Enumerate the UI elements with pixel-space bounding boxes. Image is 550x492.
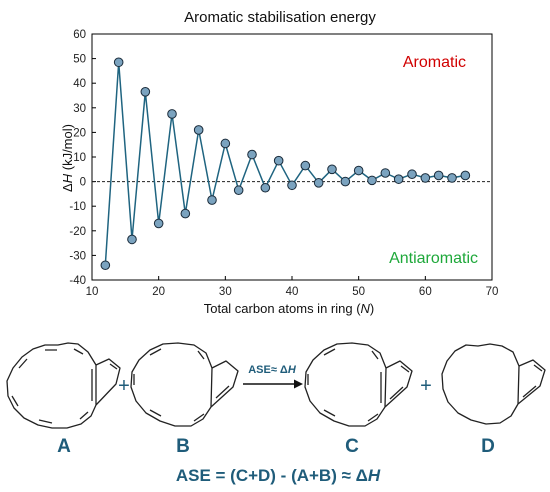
antiaromatic-annotation: Antiaromatic [389, 250, 478, 267]
series-line [104, 61, 466, 266]
molecule-c [304, 342, 413, 427]
y-tick-label: -40 [69, 275, 86, 287]
y-tick-label: -20 [69, 226, 86, 238]
data-point [220, 138, 231, 149]
y-tick-label: -10 [69, 201, 86, 213]
molecule-b [130, 342, 239, 427]
data-point [113, 57, 124, 68]
data-point [207, 195, 217, 205]
data-point [287, 180, 297, 191]
x-tick-label: 50 [352, 286, 365, 298]
data-point [460, 170, 471, 181]
label-d: D [481, 436, 495, 457]
data-point [393, 174, 404, 184]
plus-sign-right: + [420, 375, 432, 397]
x-tick-label: 40 [286, 286, 299, 298]
x-axis-label: Total carbon atoms in ring (N) [204, 301, 375, 316]
y-tick-label: -30 [69, 250, 86, 262]
label-c: C [345, 436, 359, 457]
y-tick-label: 40 [73, 78, 86, 90]
ase-equation: ASE = (C+D) - (A+B) ≈ ΔH [176, 466, 381, 485]
data-point [233, 185, 244, 196]
y-tick-label: 50 [73, 54, 86, 66]
label-b: B [176, 436, 190, 457]
data-point [420, 173, 431, 183]
data-point [447, 173, 457, 183]
data-point [300, 160, 311, 171]
data-point [367, 175, 377, 186]
x-axis-label-var: N [361, 301, 371, 316]
data-point [407, 169, 417, 180]
reaction-scheme: A B C D + + ASE≈ ΔH ASE = (C+D) - (A+B) … [6, 342, 546, 485]
y-axis-label: ΔH (kJ/mol) [60, 124, 75, 192]
reaction-arrow-label: ASE≈ ΔH [248, 364, 297, 376]
data-point [340, 176, 351, 187]
data-point [260, 182, 271, 193]
aromatic-annotation: Aromatic [403, 54, 466, 71]
y-tick-label: 30 [73, 103, 86, 115]
equation-prefix: ASE = (C+D) - (A+B) ≈ Δ [176, 466, 368, 485]
data-point [433, 170, 444, 181]
y-tick-label: 0 [80, 177, 86, 189]
data-point [327, 164, 337, 175]
y-tick-label: 20 [73, 127, 86, 139]
data-point [100, 260, 111, 271]
data-point [153, 218, 164, 229]
label-a: A [57, 436, 71, 457]
equation-var: H [368, 466, 381, 485]
arrow-label-var: H [288, 364, 297, 376]
data-point [247, 149, 257, 160]
y-tick-label: 10 [73, 152, 86, 164]
data-point [140, 87, 151, 97]
molecule-d [441, 343, 546, 425]
reaction-arrow [243, 379, 303, 389]
chart: Aromatic stabilisation energy 60 50 40 30 20… [60, 9, 498, 316]
arrow-label-prefix: ASE≈ Δ [248, 364, 288, 376]
x-tick-label: 10 [86, 286, 99, 298]
x-tick-label: 70 [486, 286, 499, 298]
x-axis-label-text: Total carbon atoms in ring ( [204, 301, 361, 316]
data-point [193, 125, 204, 135]
data-point [167, 109, 177, 119]
chart-title: Aromatic stabilisation energy [184, 9, 376, 26]
y-axis-label-var: H [60, 173, 75, 183]
x-axis-label-close: ) [370, 301, 374, 316]
x-tick-label: 60 [419, 286, 432, 298]
chart-series [100, 57, 471, 271]
x-tick-label: 20 [152, 286, 165, 298]
y-axis-label-symbol: Δ [60, 183, 75, 192]
data-point [313, 178, 324, 188]
y-axis-label-unit: (kJ/mol) [60, 124, 75, 174]
molecule-a [6, 342, 121, 429]
data-point [353, 165, 364, 176]
data-point [127, 234, 137, 245]
plus-sign-left: + [118, 375, 130, 397]
data-point [380, 168, 391, 178]
y-tick-label: 60 [73, 29, 86, 41]
data-point [273, 155, 284, 166]
x-tick-label: 30 [219, 286, 232, 298]
data-point [180, 208, 191, 219]
